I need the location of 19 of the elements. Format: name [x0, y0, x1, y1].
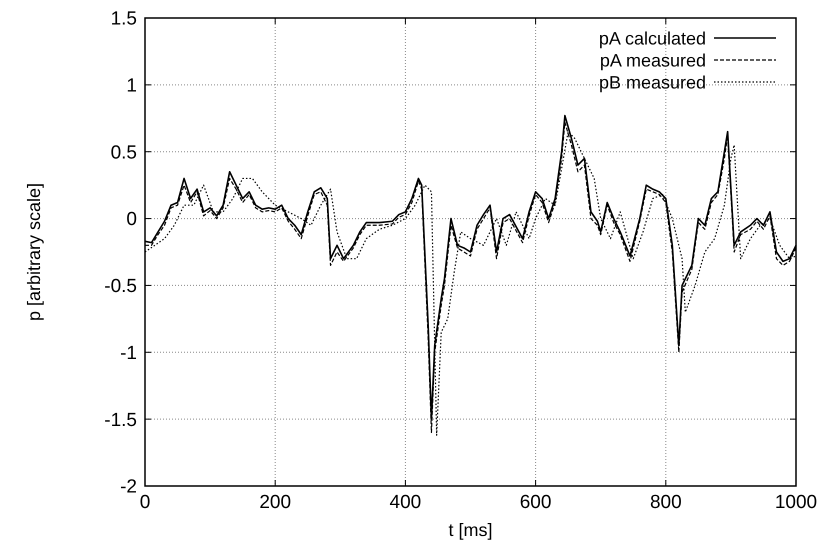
y-tick-label: -0.5: [104, 276, 137, 298]
y-tick-label: -2: [120, 476, 137, 498]
legend-label: pA calculated: [598, 28, 706, 48]
y-axis-title: p [arbitrary scale]: [24, 182, 44, 322]
x-tick-label: 800: [650, 492, 682, 513]
x-tick-label: 200: [259, 492, 292, 513]
y-tick-label: 0: [126, 209, 137, 230]
legend-label: pA measured: [600, 50, 706, 70]
y-tick-label: -1: [120, 342, 137, 364]
x-tick-label: 400: [390, 492, 422, 513]
x-axis-title: t [ms]: [448, 520, 492, 540]
x-tick-label: 1000: [774, 492, 818, 513]
legend-label: pB measured: [598, 72, 706, 92]
y-tick-label: 1: [126, 76, 137, 97]
x-tick-label: 0: [140, 492, 150, 513]
y-tick-label: 0.5: [110, 142, 137, 164]
y-tick-label: 1.5: [110, 8, 137, 30]
y-tick-label: -1.5: [104, 410, 137, 431]
x-tick-label: 600: [520, 492, 552, 513]
